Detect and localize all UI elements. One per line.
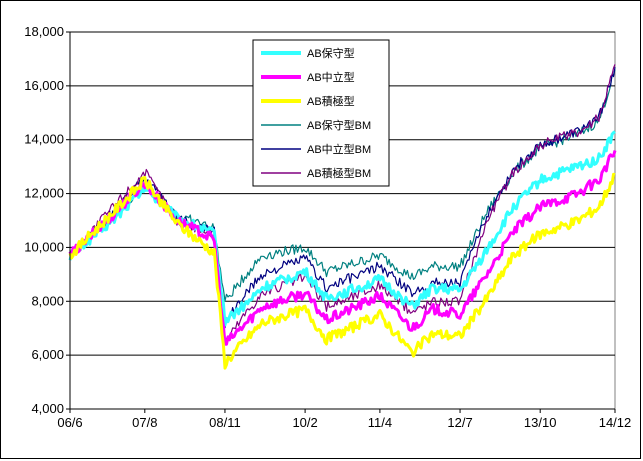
legend-label: AB保守型 (307, 46, 355, 60)
legend-label: AB積極型BM (307, 166, 371, 180)
x-tick-label: 12/7 (447, 415, 472, 430)
y-tick-label: 18,000 (24, 24, 64, 39)
y-axis-ticks: 4,000 6,000 8,000 10,000 12,000 14,000 16,000 1… (24, 24, 70, 416)
x-tick-label: 06/6 (57, 415, 82, 430)
x-tick-label: 13/10 (524, 415, 557, 430)
series-line (68, 172, 616, 370)
x-tick-label: 11/4 (368, 415, 392, 430)
x-tick-label: 10/2 (292, 415, 317, 430)
y-tick-label: 6,000 (31, 347, 64, 362)
legend-label: AB保守型BM (307, 118, 371, 132)
legend-label: AB中立型 (307, 70, 355, 84)
legend-box (252, 39, 390, 187)
y-tick-label: 4,000 (31, 401, 64, 416)
y-tick-label: 14,000 (24, 132, 64, 147)
x-tick-label: 07/8 (132, 415, 157, 430)
y-tick-label: 10,000 (24, 239, 64, 254)
y-tick-label: 8,000 (31, 293, 64, 308)
series-layer (68, 64, 617, 370)
legend-label: AB積極型 (307, 94, 355, 108)
y-tick-label: 16,000 (24, 78, 64, 93)
x-axis-ticks: 06/6 07/8 08/11 10/2 11/4 12/7 13/10 14/12 (57, 409, 631, 430)
x-tick-label: 08/11 (209, 415, 241, 430)
y-tick-label: 12,000 (24, 186, 64, 201)
legend-label: AB中立型BM (307, 142, 371, 156)
legend: AB保守型 AB中立型 AB積極型 AB保守型BM AB中立型BM AB積極型BM (252, 39, 390, 187)
x-tick-label: 14/12 (599, 415, 632, 430)
